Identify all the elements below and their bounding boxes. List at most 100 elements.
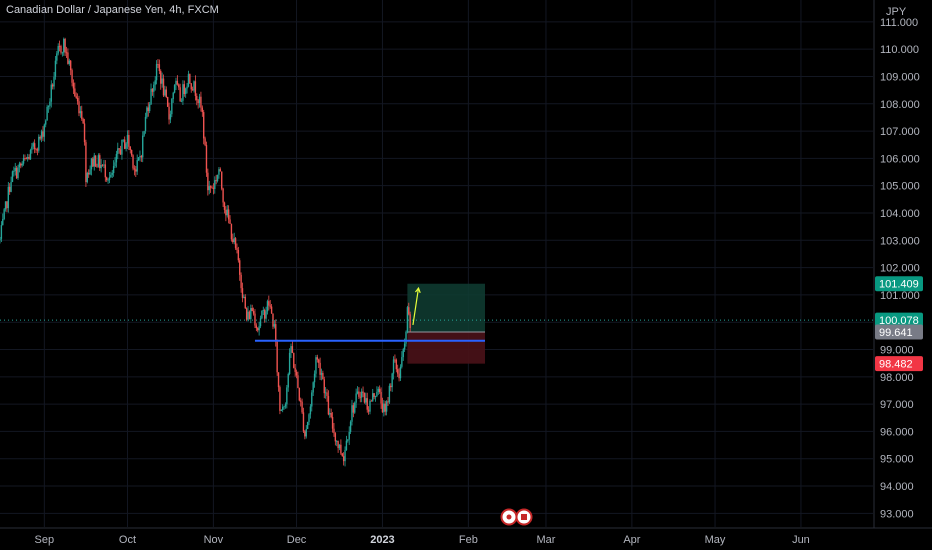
candle-body bbox=[237, 250, 240, 261]
candle-body bbox=[201, 107, 204, 113]
candle-body bbox=[153, 84, 155, 92]
candle-body bbox=[318, 359, 320, 363]
candle-body bbox=[401, 357, 403, 367]
candle-body bbox=[387, 401, 389, 403]
time-tick-label: Apr bbox=[623, 534, 640, 546]
candle-body bbox=[287, 374, 289, 388]
candle-body bbox=[252, 311, 255, 314]
candle-body bbox=[244, 296, 246, 309]
candle-body bbox=[341, 453, 343, 457]
candle-body bbox=[3, 209, 5, 220]
candle-body bbox=[261, 310, 263, 319]
candle-body bbox=[392, 359, 395, 374]
candle-body bbox=[67, 52, 69, 64]
take-profit-tag-label: 101.409 bbox=[879, 279, 919, 291]
candle-body bbox=[227, 209, 230, 220]
candle-body bbox=[53, 76, 55, 87]
candle-body bbox=[137, 157, 140, 161]
event-markers[interactable] bbox=[500, 508, 533, 526]
candle-body bbox=[334, 433, 337, 442]
candle-body bbox=[189, 74, 191, 84]
candle-body bbox=[20, 163, 22, 166]
candle-body bbox=[150, 88, 152, 105]
currency-label: JPY bbox=[886, 6, 907, 18]
candle-body bbox=[352, 405, 355, 413]
candle-body bbox=[171, 98, 173, 115]
loss-zone bbox=[407, 332, 485, 364]
candle-body bbox=[225, 209, 227, 216]
candle-body bbox=[279, 387, 281, 411]
candle-body bbox=[351, 405, 353, 422]
candle-body bbox=[370, 400, 373, 402]
candle-body bbox=[58, 46, 61, 47]
target-arrow bbox=[412, 287, 420, 326]
candle-body bbox=[103, 164, 105, 166]
candle-body bbox=[214, 180, 216, 189]
candle-body bbox=[72, 82, 75, 89]
candle-body bbox=[47, 105, 50, 107]
candle-body bbox=[295, 371, 298, 376]
candle-body bbox=[381, 403, 384, 413]
candle-body bbox=[124, 139, 126, 149]
candle-body bbox=[146, 107, 148, 117]
candle-body bbox=[56, 53, 58, 61]
candle-body bbox=[61, 52, 64, 54]
candle-body bbox=[394, 359, 396, 361]
candle-body bbox=[297, 375, 299, 388]
candle-body bbox=[240, 274, 242, 289]
candle-body bbox=[251, 308, 253, 312]
candle-body bbox=[39, 136, 41, 139]
time-tick-label: May bbox=[705, 534, 726, 546]
candle-body bbox=[25, 158, 28, 160]
candle-body bbox=[241, 288, 244, 298]
candle-body bbox=[179, 87, 181, 102]
candle-body bbox=[286, 387, 288, 405]
candle-body bbox=[302, 412, 305, 432]
candle-body bbox=[291, 346, 294, 353]
candle-body bbox=[110, 174, 112, 178]
candle-body bbox=[304, 431, 306, 437]
candle-body bbox=[176, 80, 179, 85]
candle-body bbox=[395, 359, 398, 370]
time-axis[interactable]: Sep Oct Nov Dec 2023 Feb Mar Apr May Jun bbox=[35, 534, 810, 546]
candle-body bbox=[193, 81, 195, 91]
price-tick-label: 105.000 bbox=[880, 181, 920, 193]
candle-body bbox=[293, 352, 295, 368]
candle-body bbox=[247, 311, 249, 320]
candle-body bbox=[311, 392, 313, 407]
candle-body bbox=[348, 431, 350, 440]
candle-body bbox=[93, 155, 95, 167]
time-tick-label: 2023 bbox=[370, 534, 394, 546]
candle-body bbox=[40, 131, 43, 139]
candle-body bbox=[290, 346, 292, 353]
candle-body bbox=[200, 96, 202, 108]
candle-body bbox=[340, 444, 342, 454]
candle-body bbox=[324, 392, 327, 394]
candle-body bbox=[212, 187, 215, 189]
time-tick-label: Mar bbox=[536, 534, 555, 546]
time-tick-label: Feb bbox=[459, 534, 478, 546]
candle-body bbox=[191, 89, 194, 91]
candle-body bbox=[355, 393, 357, 403]
candle-body bbox=[399, 366, 402, 379]
candle-body bbox=[301, 401, 303, 413]
candle-body bbox=[36, 149, 39, 151]
candle-body bbox=[283, 406, 285, 408]
candle-body bbox=[222, 188, 224, 203]
candle-body bbox=[402, 349, 404, 358]
candle-body bbox=[205, 145, 208, 173]
candle-body bbox=[0, 238, 1, 241]
candle-body bbox=[365, 398, 367, 403]
candle-body bbox=[403, 343, 406, 350]
candle-body bbox=[24, 158, 26, 159]
candle-body bbox=[13, 171, 15, 172]
candle-body bbox=[121, 139, 123, 155]
candle-body bbox=[208, 186, 210, 191]
candle-body bbox=[345, 440, 348, 451]
candle-body bbox=[263, 310, 266, 319]
candle-body bbox=[42, 131, 44, 137]
candle-body bbox=[49, 101, 51, 106]
